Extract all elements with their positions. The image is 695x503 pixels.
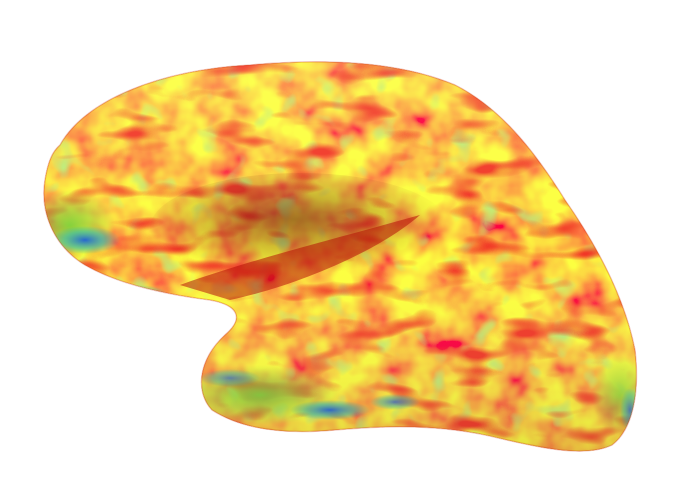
cortex-surface bbox=[43, 61, 637, 452]
figure-canvas bbox=[43, 61, 638, 452]
inflated-cortical-surface-icon bbox=[43, 61, 638, 452]
